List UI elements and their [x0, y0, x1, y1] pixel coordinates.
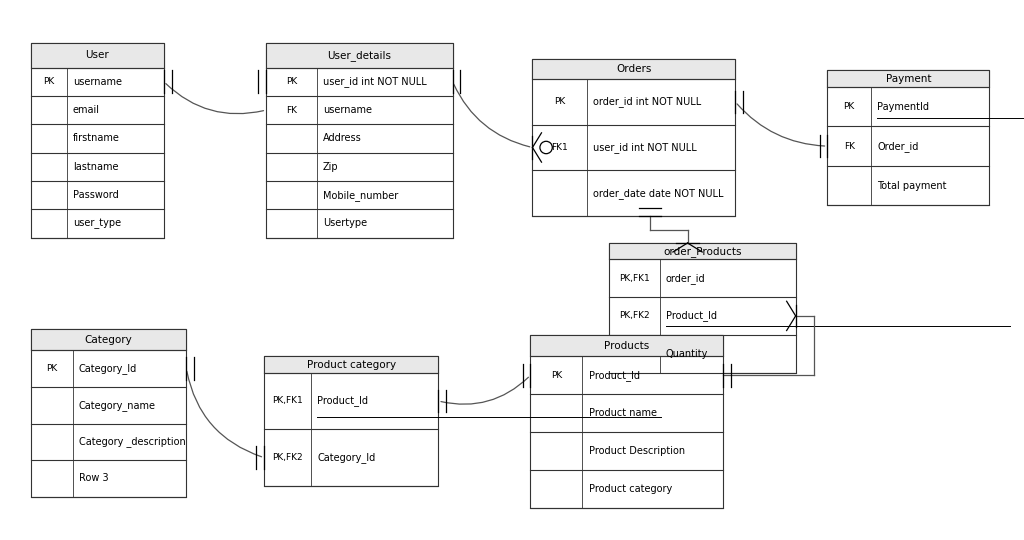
- Text: Product category: Product category: [589, 484, 672, 494]
- Text: Orders: Orders: [616, 64, 651, 74]
- Text: Total payment: Total payment: [878, 180, 947, 191]
- Bar: [264, 356, 438, 373]
- Text: PK,FK2: PK,FK2: [272, 453, 303, 462]
- Text: Zip: Zip: [323, 161, 338, 172]
- Text: PK: PK: [46, 364, 57, 373]
- Text: PK,FK1: PK,FK1: [620, 274, 650, 282]
- Text: FK1: FK1: [552, 143, 568, 152]
- Bar: [609, 243, 796, 259]
- Text: Order_id: Order_id: [878, 141, 919, 152]
- Text: Payment: Payment: [886, 73, 931, 84]
- Bar: [31, 43, 164, 68]
- Text: FK: FK: [286, 105, 297, 114]
- Text: Product name: Product name: [589, 408, 656, 418]
- Text: User: User: [85, 50, 110, 60]
- Text: PK,FK1: PK,FK1: [272, 396, 303, 406]
- Text: PK: PK: [286, 77, 297, 86]
- Text: order_id: order_id: [666, 273, 706, 284]
- Text: Row 3: Row 3: [79, 474, 109, 483]
- Bar: [266, 43, 453, 68]
- Text: PK: PK: [844, 102, 855, 111]
- Bar: [827, 70, 989, 205]
- Bar: [31, 43, 164, 238]
- Text: user_id int NOT NULL: user_id int NOT NULL: [593, 142, 697, 153]
- Text: Category_Id: Category_Id: [317, 452, 376, 463]
- Text: username: username: [323, 105, 372, 115]
- Bar: [530, 335, 723, 356]
- Text: order_Products: order_Products: [664, 246, 741, 256]
- Text: Product Description: Product Description: [589, 446, 685, 456]
- Text: Quantity: Quantity: [666, 349, 709, 359]
- Bar: [264, 356, 438, 486]
- Bar: [609, 243, 796, 373]
- Text: order_date date NOT NULL: order_date date NOT NULL: [593, 188, 724, 199]
- Text: FK: FK: [844, 141, 855, 151]
- Text: user_id int NOT NULL: user_id int NOT NULL: [323, 76, 426, 87]
- Text: firstname: firstname: [73, 133, 120, 144]
- Text: Address: Address: [323, 133, 361, 144]
- Text: username: username: [73, 77, 122, 87]
- Text: PK: PK: [554, 97, 565, 106]
- Text: Password: Password: [73, 190, 119, 200]
- Bar: [31, 329, 186, 497]
- Text: Product_Id: Product_Id: [317, 395, 369, 407]
- Text: Product_Id: Product_Id: [589, 370, 640, 381]
- Text: Products: Products: [604, 341, 649, 350]
- Text: user_type: user_type: [73, 218, 121, 228]
- Text: Mobile_number: Mobile_number: [323, 190, 398, 200]
- Text: PK: PK: [43, 77, 54, 86]
- Text: PaymentId: PaymentId: [878, 102, 929, 112]
- Bar: [266, 43, 453, 238]
- Text: Product category: Product category: [306, 360, 396, 369]
- Bar: [31, 329, 186, 350]
- Text: Category: Category: [85, 335, 132, 345]
- Text: lastname: lastname: [73, 161, 119, 172]
- Text: Category_name: Category_name: [79, 400, 156, 411]
- Bar: [530, 335, 723, 508]
- Bar: [827, 70, 989, 87]
- Text: Category _description: Category _description: [79, 436, 185, 447]
- Text: PK,FK2: PK,FK2: [620, 312, 650, 320]
- Text: Category_Id: Category_Id: [79, 363, 137, 374]
- Text: Usertype: Usertype: [323, 218, 367, 228]
- Bar: [532, 59, 735, 79]
- Text: PK: PK: [551, 371, 562, 380]
- Text: Product_Id: Product_Id: [666, 310, 717, 321]
- Bar: [532, 59, 735, 216]
- Text: order_id int NOT NULL: order_id int NOT NULL: [593, 96, 701, 107]
- Text: email: email: [73, 105, 99, 115]
- Text: User_details: User_details: [328, 50, 391, 61]
